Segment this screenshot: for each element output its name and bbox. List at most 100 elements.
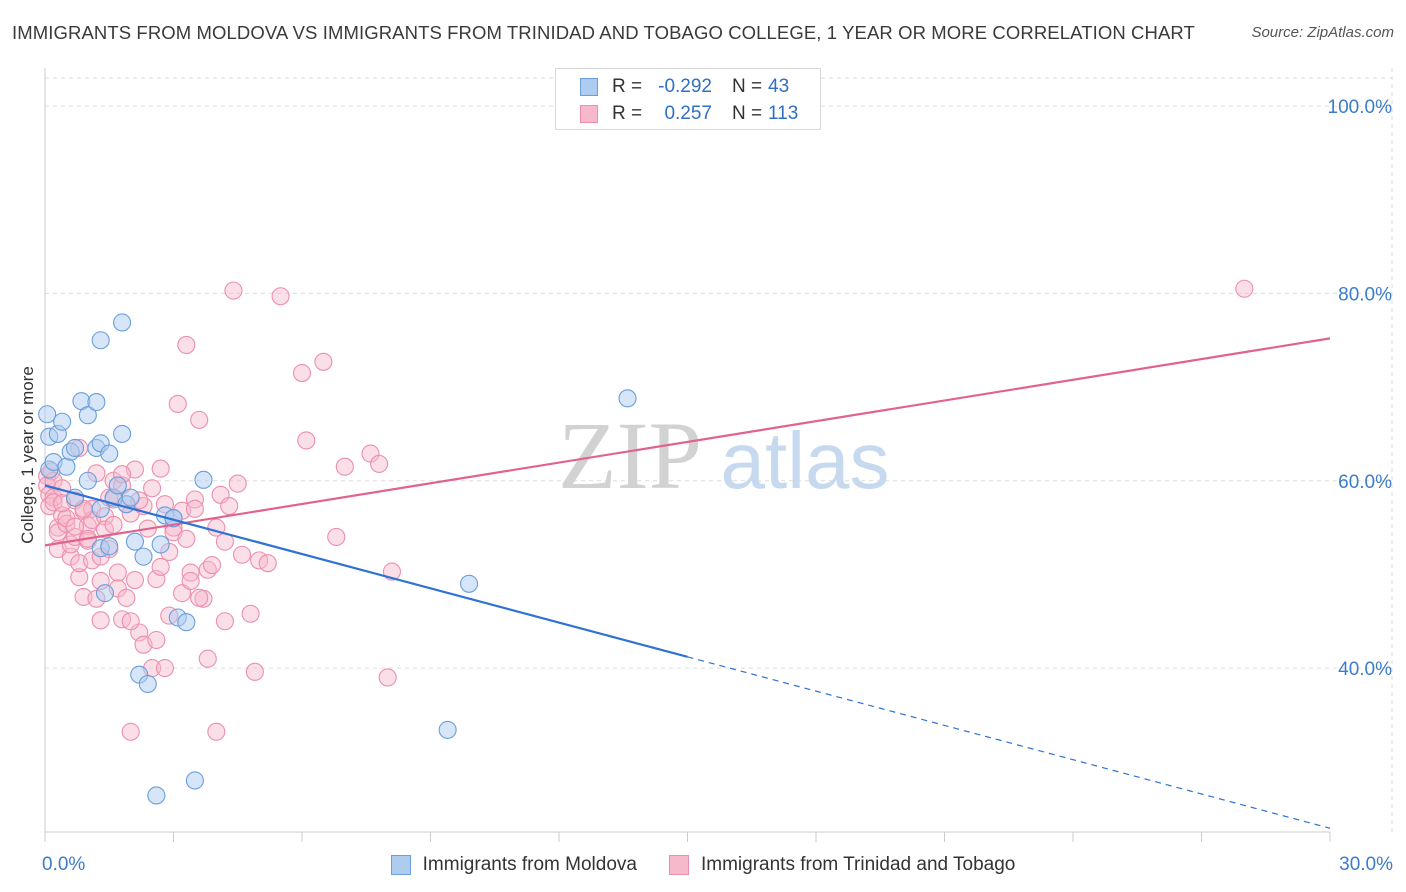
trinidad-point [108, 563, 127, 582]
moldova-point [78, 471, 97, 490]
watermark-atlas: atlas [721, 416, 890, 505]
trinidad-point [292, 363, 312, 383]
trinidad-point [185, 499, 204, 518]
trinidad-point [378, 668, 397, 687]
moldova-point [108, 476, 127, 495]
trinidad-point [232, 545, 252, 564]
moldova-point [113, 313, 132, 332]
moldova-point [151, 535, 170, 554]
trinidad-point [190, 410, 209, 429]
y-axis-label: College, 1 year or more [18, 366, 37, 544]
trinidad-point [297, 431, 316, 450]
moldova-point [459, 574, 479, 593]
legend-n-label: N = [732, 103, 763, 124]
y-tick-label: 60.0% [1338, 472, 1392, 493]
trinidad-point [143, 479, 162, 498]
moldova-point [134, 547, 153, 566]
moldova-point [113, 424, 132, 443]
trinidad-point [147, 630, 166, 650]
trinidad-point [245, 662, 264, 681]
legend-row-moldova: R = -0.292 N = 43 [580, 76, 789, 98]
axis-layer [44, 68, 1331, 842]
legend-r-label: R = [612, 103, 643, 124]
trinidad-point [147, 570, 166, 589]
legend-row-trinidad: R = 0.257 N = 113 [580, 103, 798, 125]
trinidad-point [228, 474, 247, 493]
trinidad-point [1235, 279, 1254, 298]
trinidad-point [104, 515, 123, 534]
y-tick-label: 80.0% [1338, 284, 1392, 305]
moldova-point [618, 389, 637, 408]
legend-r-label: R = [612, 76, 643, 97]
moldova-point [194, 470, 213, 489]
moldova-point [125, 532, 144, 551]
legend-item-trinidad[interactable]: Immigrants from Trinidad and Tobago [668, 854, 1016, 876]
trinidad-point [177, 335, 196, 354]
trinidad-point [70, 568, 89, 587]
moldova-point [65, 438, 85, 458]
moldova-point [438, 720, 457, 739]
moldova-point [57, 457, 76, 476]
moldova-point [53, 412, 72, 431]
trinidad-point [91, 611, 110, 630]
legend-n-value-trinidad: 113 [768, 103, 799, 124]
trend-lines [44, 337, 1331, 829]
trinidad-point [215, 612, 234, 631]
trinidad-point [121, 722, 140, 741]
legend-label-moldova: Immigrants from Moldova [422, 854, 637, 875]
moldova-point [78, 406, 97, 425]
trinidad-point [314, 352, 333, 371]
trinidad-point [190, 588, 209, 607]
trinidad-point [271, 287, 290, 306]
trinidad-point [370, 454, 389, 473]
legend-swatch-moldova [390, 855, 411, 875]
x-tick-label: 30.0% [1339, 854, 1393, 875]
series-legend: Immigrants from Moldova Immigrants from … [0, 852, 1406, 878]
trinidad-point [335, 457, 354, 476]
y-tick-label: 100.0% [1328, 97, 1393, 118]
source-credit: Source: ZipAtlas.com [1251, 24, 1394, 41]
trinidad-point [95, 520, 115, 539]
legend-swatch-trinidad [580, 105, 598, 123]
moldova-point [38, 405, 57, 424]
moldova-point [147, 786, 166, 805]
x-tick-label: 0.0% [42, 854, 85, 875]
legend-item-moldova[interactable]: Immigrants from Moldova [390, 854, 637, 876]
correlation-legend: R = -0.292 N = 43 R = 0.257 N = 113 [555, 68, 821, 130]
trinidad-point [224, 281, 243, 300]
trinidad-point [155, 659, 174, 678]
y-tick-label: 40.0% [1338, 659, 1392, 680]
trinidad-point [65, 517, 85, 536]
legend-label-trinidad: Immigrants from Trinidad and Tobago [700, 854, 1016, 875]
trinidad-point [117, 588, 136, 607]
legend-r-value-trinidad: 0.257 [664, 103, 712, 124]
trinidad-point [177, 529, 196, 548]
trinidad-point [258, 554, 277, 573]
moldova-trend-extension [687, 656, 1331, 829]
legend-swatch-trinidad [668, 855, 689, 875]
moldova-point [100, 444, 119, 463]
moldova-point [87, 393, 106, 412]
trinidad-point [181, 571, 200, 591]
moldova-point [138, 674, 157, 694]
series-trinidad-points [38, 279, 1254, 741]
grid-layer [45, 68, 1393, 832]
trinidad-point [151, 557, 170, 576]
moldova-trend-line [44, 484, 688, 658]
trinidad-point [168, 394, 187, 414]
trinidad-point [151, 459, 170, 478]
legend-n-value-moldova: 43 [768, 76, 790, 97]
tick-labels: 40.0% 60.0% 80.0% 100.0% 0.0% 30.0% [42, 97, 1393, 875]
moldova-point [91, 331, 110, 350]
trinidad-point [241, 604, 260, 623]
legend-swatch-moldova [580, 78, 598, 96]
moldova-point [121, 488, 140, 507]
legend-r-value-moldova: -0.292 [658, 76, 712, 97]
trinidad-point [220, 496, 239, 516]
moldova-point [185, 771, 204, 790]
trinidad-point [327, 527, 346, 547]
series-moldova-points [38, 313, 637, 805]
trinidad-point [207, 722, 226, 741]
moldova-point [177, 613, 196, 632]
chart-title: IMMIGRANTS FROM MOLDOVA VS IMMIGRANTS FR… [12, 22, 1195, 43]
